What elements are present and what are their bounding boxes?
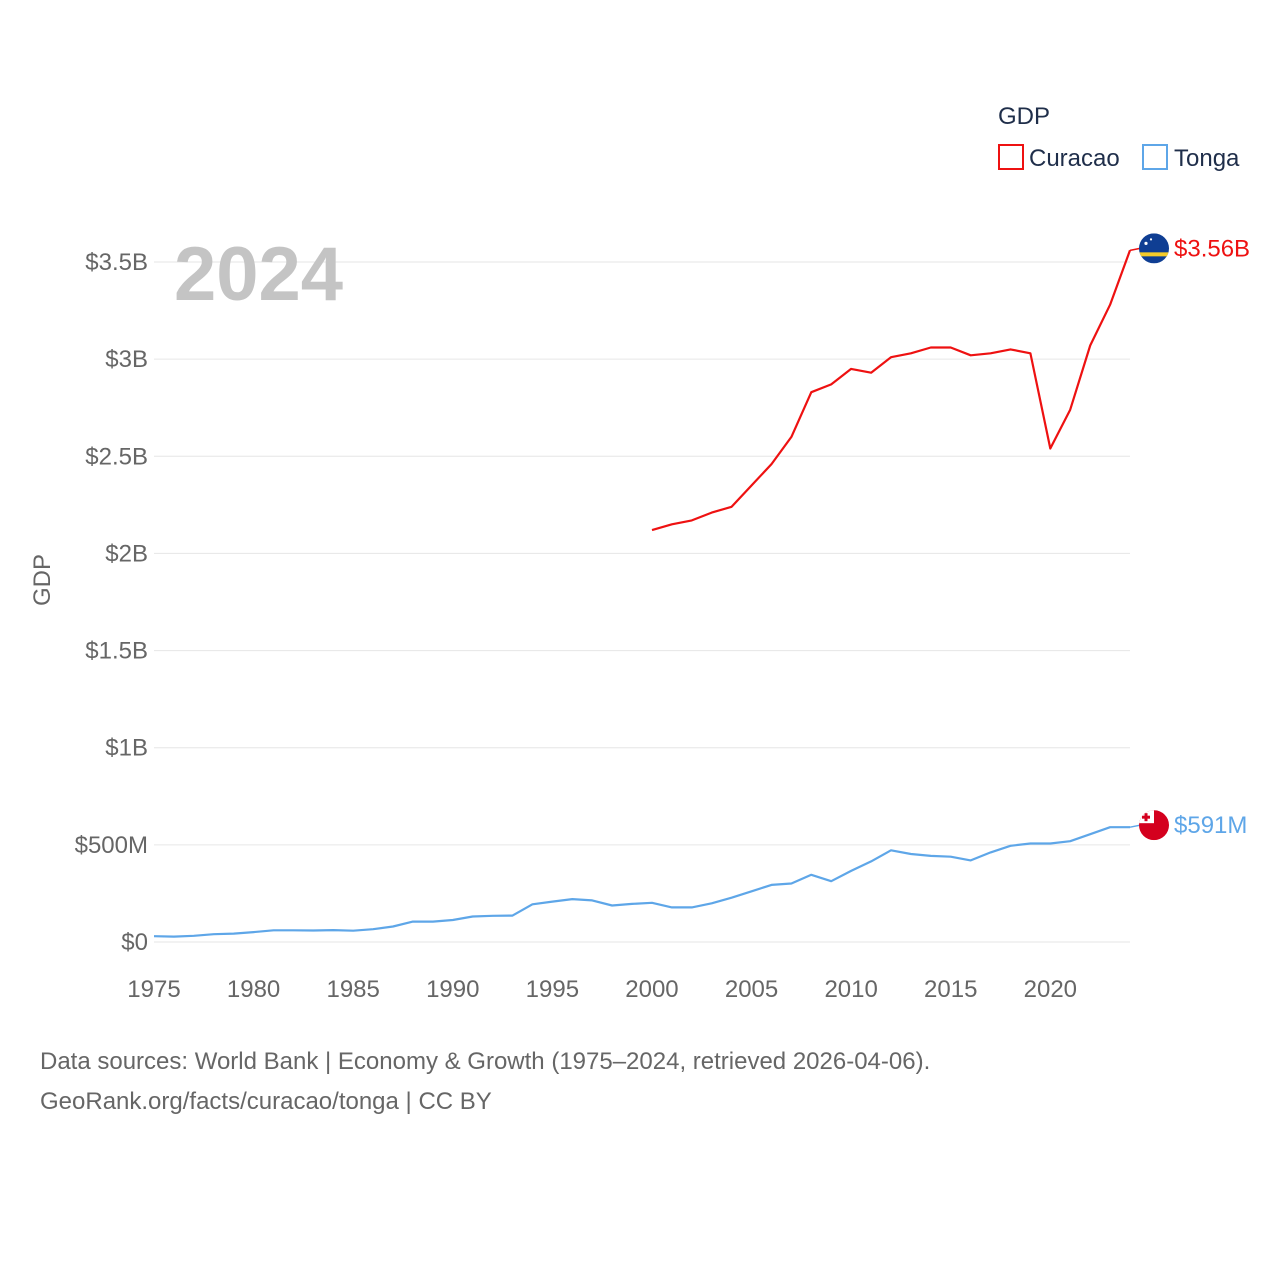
x-tick-label: 2015 xyxy=(924,976,977,1003)
y-tick-label: $1B xyxy=(105,735,148,762)
legend-label-curacao: Curacao xyxy=(1029,145,1120,172)
gdp-line-chart: $0 $500M $1B $1.5B $2B $2.5B $3B $3.5B 1975 1980… xyxy=(29,103,1250,1003)
y-tick-label: $3B xyxy=(105,346,148,373)
tonga-flag-icon xyxy=(1139,810,1169,841)
series-connector-curacao xyxy=(1129,247,1141,252)
curacao-flag-icon xyxy=(1139,233,1169,264)
x-tick-label: 1975 xyxy=(127,976,180,1003)
legend: GDP Curacao Tonga xyxy=(998,103,1240,172)
series-connector-tonga xyxy=(1129,824,1141,828)
x-tick-label: 2005 xyxy=(725,976,778,1003)
x-tick-label: 1995 xyxy=(526,976,579,1003)
y-axis-label: GDP xyxy=(29,554,56,606)
series-end-markers: $3.56B $591M xyxy=(1129,233,1250,841)
series-line-curacao[interactable] xyxy=(651,249,1132,532)
y-tick-label: $0 xyxy=(121,929,148,956)
legend-item-curacao[interactable]: Curacao xyxy=(998,144,1120,172)
legend-title: GDP xyxy=(998,103,1050,130)
end-value-label-curacao: $3.56B xyxy=(1174,235,1250,262)
x-tick-label: 1985 xyxy=(326,976,379,1003)
x-tick-label: 2020 xyxy=(1024,976,1077,1003)
legend-label-tonga: Tonga xyxy=(1174,145,1240,172)
x-axis-ticks: 1975 1980 1985 1990 1995 2000 2005 2010 2015 2020 xyxy=(127,976,1077,1003)
x-tick-label: 1980 xyxy=(227,976,280,1003)
end-value-label-tonga: $591M xyxy=(1174,812,1247,839)
y-tick-label: $2B xyxy=(105,540,148,567)
y-tick-label: $2.5B xyxy=(85,443,148,470)
series-line-tonga[interactable] xyxy=(153,826,1130,938)
source-line-1: Data sources: World Bank | Economy & Gro… xyxy=(40,1048,931,1075)
y-tick-label: $1.5B xyxy=(85,638,148,665)
y-tick-label: $3.5B xyxy=(85,249,148,276)
x-tick-label: 1990 xyxy=(426,976,479,1003)
legend-item-tonga[interactable]: Tonga xyxy=(1142,144,1240,172)
legend-swatch-tonga xyxy=(1142,144,1168,170)
source-line-2[interactable]: GeoRank.org/facts/curacao/tonga | CC BY xyxy=(40,1088,492,1115)
y-axis-ticks: $0 $500M $1B $1.5B $2B $2.5B $3B $3.5B xyxy=(75,249,148,956)
x-tick-label: 2010 xyxy=(824,976,877,1003)
year-label: 2024 xyxy=(174,232,343,317)
x-tick-label: 2000 xyxy=(625,976,678,1003)
grid-lines xyxy=(154,261,1130,943)
y-tick-label: $500M xyxy=(75,832,148,859)
legend-swatch-curacao xyxy=(998,144,1024,170)
series-lines xyxy=(153,249,1132,938)
data-source-note: Data sources: World Bank | Economy & Gro… xyxy=(40,1042,930,1122)
